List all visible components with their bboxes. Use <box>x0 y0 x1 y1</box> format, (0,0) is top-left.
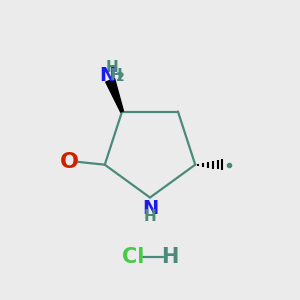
Polygon shape <box>106 79 123 112</box>
Text: Cl: Cl <box>122 247 145 267</box>
Text: N: N <box>99 66 115 85</box>
Text: H: H <box>109 68 122 83</box>
Text: O: O <box>60 152 79 172</box>
Text: 2: 2 <box>116 71 124 84</box>
Text: H: H <box>105 60 118 75</box>
Text: H: H <box>160 247 178 267</box>
Text: N: N <box>142 199 158 218</box>
Text: H: H <box>144 209 156 224</box>
